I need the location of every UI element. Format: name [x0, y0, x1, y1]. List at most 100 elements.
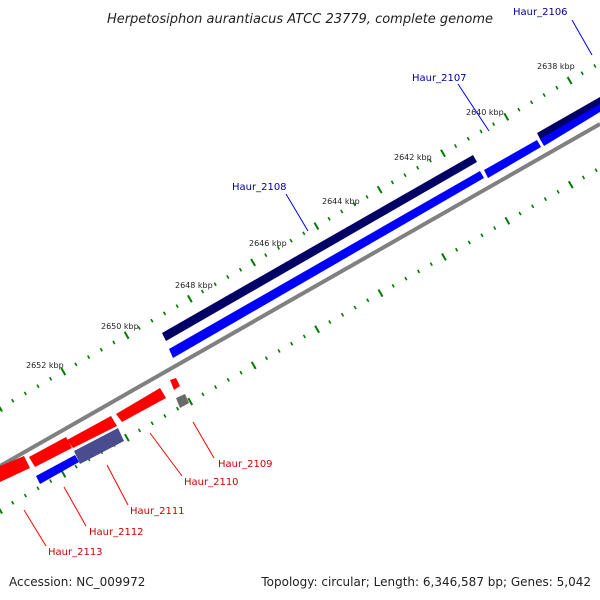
minor-tick	[36, 486, 40, 491]
minor-tick	[492, 122, 496, 127]
gene-label-haur-2106[interactable]: Haur_2106	[513, 7, 568, 18]
gene-arrow-haur-2110[interactable]	[116, 388, 166, 422]
minor-tick	[214, 385, 218, 390]
leader-lines	[23, 19, 593, 547]
minor-tick	[276, 245, 281, 250]
minor-tick	[340, 312, 345, 317]
minor-tick	[162, 311, 167, 316]
minor-tick	[23, 493, 27, 498]
minor-tick	[302, 231, 306, 236]
major-tick	[441, 253, 447, 261]
minor-tick	[23, 391, 27, 396]
gene-arrow-haur-2107-inner[interactable]	[484, 140, 541, 178]
gene-arrow-haur-2108-outer[interactable]	[162, 155, 477, 341]
tick-label: 2652 kbp	[26, 361, 64, 370]
gene-arrow-haur-2112-red[interactable]	[29, 437, 72, 467]
major-tick	[567, 180, 574, 189]
major-tick	[313, 222, 320, 231]
minor-tick	[429, 262, 433, 267]
gene-label-haur-2108[interactable]: Haur_2108	[232, 182, 287, 193]
minor-tick	[238, 267, 243, 272]
minor-tick	[277, 349, 281, 353]
minor-tick	[517, 107, 521, 112]
gene-label-haur-2110[interactable]: Haur_2110	[184, 477, 239, 488]
major-tick	[504, 216, 511, 225]
minor-tick	[176, 406, 180, 411]
minor-tick	[479, 129, 483, 134]
leader-line-haur-2111	[106, 464, 129, 506]
leader-line-haur-2107	[457, 83, 490, 132]
gene-arrow-haur-2109-grey[interactable]	[176, 394, 189, 408]
forward-inner-track	[169, 104, 600, 358]
gene-label-haur-2111[interactable]: Haur_2111	[130, 506, 185, 517]
gene-arrow-haur-2113[interactable]	[0, 456, 30, 482]
minor-tick	[163, 414, 167, 418]
tick-label: 2650 kbp	[101, 322, 139, 331]
minor-tick	[391, 283, 395, 288]
minor-tick	[36, 384, 40, 389]
gene-arrow-haur-2111[interactable]	[67, 416, 117, 448]
minor-tick	[530, 100, 534, 105]
minor-tick	[87, 355, 91, 360]
minor-tick	[99, 347, 103, 352]
gene-label-haur-2109[interactable]: Haur_2109	[218, 459, 273, 470]
minor-tick	[352, 202, 356, 207]
tick-label: 2648 kbp	[175, 281, 213, 290]
gene-label-haur-2113[interactable]: Haur_2113	[48, 547, 103, 558]
genome-title: Herpetosiphon aurantiacus ATCC 23779, co…	[107, 12, 493, 27]
gene-arrow-haur-2106-inner[interactable]	[540, 104, 600, 146]
forward-outer-track	[162, 97, 600, 341]
minor-tick	[365, 195, 369, 199]
tick-label: 2642 kbp	[394, 153, 432, 162]
minor-tick	[353, 305, 357, 310]
minor-tick	[542, 93, 546, 98]
major-tick	[60, 367, 67, 376]
major-tick	[124, 433, 130, 442]
major-tick	[377, 289, 384, 298]
leader-line-haur-2108	[285, 193, 309, 232]
minor-tick	[466, 136, 470, 141]
minor-tick	[302, 334, 306, 339]
minor-tick	[11, 398, 15, 403]
minor-tick	[226, 377, 230, 382]
major-tick	[250, 258, 256, 267]
major-tick	[250, 361, 257, 370]
minor-tick	[49, 376, 53, 381]
minor-tick	[239, 370, 243, 375]
major-tick	[314, 325, 320, 334]
minor-tick	[11, 500, 15, 505]
gene-arrow-haur-2106-outer[interactable]	[537, 97, 600, 141]
minor-tick	[518, 211, 522, 216]
minor-tick	[137, 325, 141, 330]
gene-arrow-haur-2112-blue[interactable]	[36, 455, 79, 484]
leader-line-haur-2113	[23, 509, 47, 547]
major-tick	[566, 76, 573, 85]
outer-tick-track	[0, 63, 597, 412]
minor-tick	[531, 204, 535, 209]
minor-tick	[150, 318, 154, 323]
major-tick	[440, 149, 446, 158]
minor-tick	[327, 216, 331, 221]
minor-tick	[150, 421, 154, 426]
minor-tick	[264, 253, 268, 258]
minor-tick	[467, 240, 471, 245]
minor-tick	[366, 298, 370, 303]
gene-label-haur-2107[interactable]: Haur_2107	[412, 73, 467, 84]
minor-tick	[112, 340, 116, 345]
minor-tick	[175, 304, 179, 309]
tick-label: 2644 kbp	[322, 197, 360, 206]
gene-label-haur-2112[interactable]: Haur_2112	[89, 527, 144, 538]
minor-tick	[581, 175, 586, 180]
gene-arrow-haur-2108-inner[interactable]	[169, 171, 484, 358]
genome-summary-text: Topology: circular; Length: 6,346,587 bp…	[260, 575, 591, 589]
major-tick	[503, 112, 510, 121]
tick-label: 2646 kbp	[249, 239, 287, 248]
minor-tick	[556, 189, 560, 194]
minor-tick	[417, 269, 421, 274]
gene-arrow-haur-2109[interactable]	[170, 378, 180, 390]
minor-tick	[201, 392, 205, 397]
leader-line-haur-2109	[192, 421, 215, 459]
gene-arrow-haur-2111-purple[interactable]	[74, 428, 124, 464]
minor-tick	[390, 180, 394, 185]
